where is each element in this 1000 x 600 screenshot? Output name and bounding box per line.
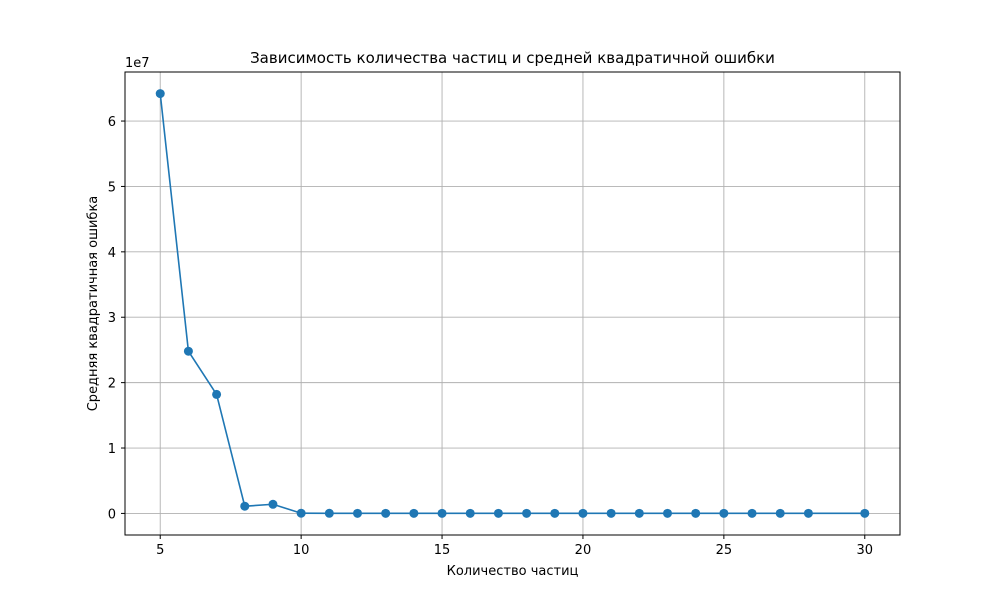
- plot-frame: [124, 71, 901, 536]
- y-tick-label: 6: [108, 115, 116, 130]
- data-point: [803, 508, 813, 518]
- data-point: [324, 508, 334, 518]
- series-line: [159, 93, 865, 515]
- y-tick-label: 1: [108, 442, 116, 457]
- data-point: [522, 508, 532, 518]
- data-point: [409, 508, 419, 518]
- data-point: [353, 508, 362, 518]
- data-point: [663, 508, 672, 518]
- y-tick-label: 0: [108, 507, 116, 522]
- x-tick-label: 15: [434, 543, 451, 558]
- y-axis-label: Средняя квадратичная ошибка: [86, 196, 101, 412]
- data-point: [493, 508, 503, 518]
- series-layer: [155, 89, 870, 518]
- data-point: [747, 508, 757, 518]
- data-point: [550, 508, 560, 518]
- x-tick-label: 10: [293, 543, 310, 558]
- data-point: [268, 499, 278, 509]
- x-tick-label: 5: [156, 543, 164, 558]
- data-point: [212, 389, 222, 399]
- data-point: [437, 508, 447, 518]
- data-point: [860, 508, 870, 518]
- grid: [125, 72, 900, 535]
- ticks: 5 10 15 20 25 30 0 1 2 3 4 5 6: [108, 115, 873, 558]
- y-tick-label: 5: [108, 180, 116, 195]
- y-offset-label: 1e7: [125, 56, 150, 71]
- y-tick-label: 3: [108, 311, 116, 326]
- data-point: [240, 501, 250, 511]
- chart-title: Зависимость количества частиц и средней …: [250, 49, 775, 67]
- data-point: [465, 508, 475, 518]
- data-point: [719, 508, 729, 518]
- y-tick-label: 2: [108, 377, 116, 392]
- y-tick-label: 4: [108, 246, 116, 261]
- data-point: [634, 508, 644, 518]
- x-tick-label: 20: [575, 543, 592, 558]
- data-point: [578, 508, 588, 518]
- data-point: [606, 508, 616, 518]
- data-point: [183, 346, 193, 356]
- data-point: [775, 508, 785, 518]
- data-point: [381, 508, 391, 518]
- x-tick-label: 30: [856, 543, 873, 558]
- data-point: [691, 508, 701, 518]
- x-axis-label: Количество частиц: [447, 564, 579, 579]
- x-tick-label: 25: [716, 543, 733, 558]
- data-point: [296, 508, 306, 518]
- data-point: [155, 89, 165, 99]
